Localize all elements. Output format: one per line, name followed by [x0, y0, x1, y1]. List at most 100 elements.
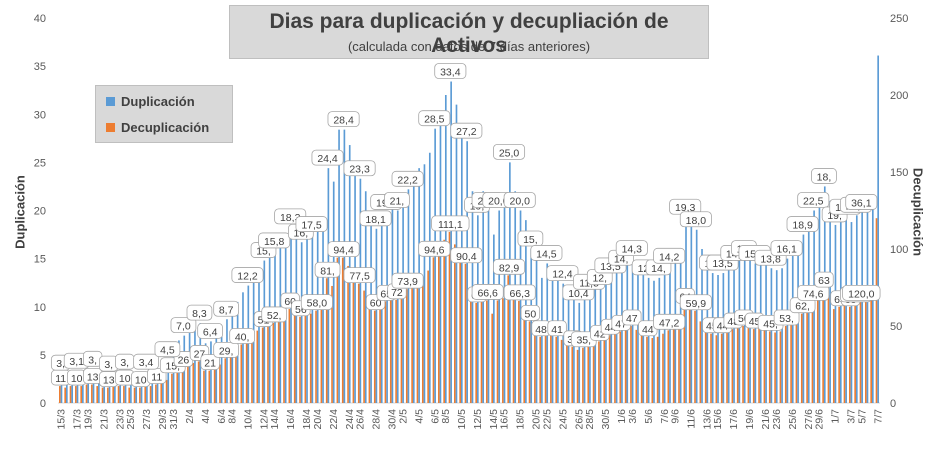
data-label-duplicacion: 13,8 — [760, 253, 781, 265]
bar-decuplicacion — [80, 386, 83, 403]
bar-decuplicacion — [357, 283, 360, 403]
data-label-duplicacion-box — [418, 110, 451, 127]
bar-duplicacion — [332, 181, 335, 403]
bar-decuplicacion — [283, 316, 285, 403]
data-label-decuplicacion: 73,9 — [397, 276, 418, 288]
data-label-decuplicacion-box — [493, 258, 526, 275]
data-label-duplicacion: 24,4 — [317, 153, 338, 165]
data-label-decuplicacion-box — [503, 284, 536, 301]
bar-decuplicacion — [779, 331, 782, 403]
data-label-duplicacion: 28,5 — [424, 114, 445, 126]
x-tick-label: 8/5 — [440, 409, 452, 424]
data-label-decuplicacion: 65 — [380, 288, 392, 300]
bar-duplicacion — [850, 222, 853, 403]
bar-duplicacion — [791, 248, 794, 403]
data-label-decuplicacion: 13 — [87, 372, 99, 384]
x-tick-label: 20/4 — [312, 409, 324, 430]
bar-duplicacion — [503, 205, 506, 403]
bar-decuplicacion — [400, 295, 403, 403]
data-label-duplicacion-box — [653, 247, 686, 264]
bar-duplicacion — [343, 129, 346, 403]
y-left-tick-label: 35 — [34, 61, 46, 73]
bar-decuplicacion — [149, 386, 152, 403]
bar-decuplicacion — [373, 310, 376, 403]
bar-decuplicacion — [155, 384, 157, 403]
data-label-decuplicacion: 94,6 — [424, 244, 445, 256]
bar-duplicacion — [434, 128, 436, 403]
bar-decuplicacion — [806, 306, 808, 403]
data-label-duplicacion-box — [434, 63, 467, 79]
data-label-duplicacion-box — [450, 122, 483, 139]
bar-duplicacion — [306, 235, 308, 403]
data-label-duplicacion: 14,3 — [622, 244, 643, 256]
bar-decuplicacion — [347, 265, 349, 403]
bar-decuplicacion — [715, 335, 718, 403]
data-label-decuplicacion: 111,1 — [438, 219, 463, 231]
y-right-tick-label: 50 — [890, 321, 902, 333]
bar-decuplicacion — [187, 364, 189, 403]
bar-duplicacion — [861, 212, 863, 403]
y-axis-left-label: Duplicación — [12, 175, 28, 249]
bar-decuplicacion — [827, 295, 830, 403]
bar-decuplicacion — [614, 333, 616, 403]
data-label-duplicacion: 14, — [651, 263, 666, 275]
bar-duplicacion — [450, 81, 452, 404]
y-left-tick-label: 20 — [34, 206, 46, 218]
data-label-duplicacion: 14,5 — [536, 248, 557, 260]
bar-duplicacion — [172, 347, 175, 403]
bar-duplicacion — [364, 191, 367, 403]
data-label-decuplicacion-box — [653, 313, 686, 330]
legend-label-decuplicacion: Decuplicación — [121, 120, 210, 135]
bar-decuplicacion — [395, 299, 397, 403]
bar-decuplicacion — [736, 325, 739, 403]
bar-decuplicacion — [203, 370, 205, 403]
data-label-decuplicacion: 44 — [642, 324, 654, 336]
bar-decuplicacion — [112, 386, 115, 403]
data-label-decuplicacion-box — [797, 284, 830, 301]
data-label-duplicacion: 15,8 — [264, 236, 285, 248]
bar-decuplicacion — [256, 330, 259, 403]
data-label-duplicacion-box — [770, 240, 803, 257]
bar-decuplicacion — [341, 257, 344, 403]
bar-duplicacion — [407, 189, 410, 403]
bar-duplicacion — [402, 200, 404, 403]
data-label-duplicacion: 12, — [592, 273, 607, 285]
bar-duplicacion — [439, 114, 442, 403]
bar-decuplicacion — [267, 324, 269, 403]
bar-duplicacion — [802, 234, 805, 403]
bar-duplicacion — [188, 330, 191, 403]
bar-duplicacion — [108, 374, 111, 403]
data-label-duplicacion-box — [359, 210, 392, 227]
bar-decuplicacion — [245, 341, 248, 403]
bar-decuplicacion — [752, 329, 755, 403]
bar-duplicacion — [135, 375, 138, 403]
bar-duplicacion — [706, 270, 709, 403]
bar-decuplicacion — [832, 309, 835, 403]
bar-decuplicacion — [811, 301, 814, 403]
y-right-tick-label: 250 — [890, 13, 908, 25]
bar-decuplicacion — [848, 306, 851, 403]
data-label-duplicacion-box — [133, 353, 159, 370]
bar-duplicacion — [663, 273, 666, 403]
x-tick-label: 8/4 — [226, 409, 238, 424]
bar-duplicacion — [130, 374, 132, 403]
bar-duplicacion — [583, 299, 586, 403]
bar-decuplicacion — [768, 331, 771, 403]
data-label-decuplicacion-box — [229, 328, 255, 344]
data-label-duplicacion: 23,3 — [349, 164, 370, 176]
bar-decuplicacion — [747, 326, 750, 403]
data-label-decuplicacion: 27 — [194, 348, 206, 360]
data-label-duplicacion: 3, — [120, 357, 129, 369]
x-tick-label: 30/4 — [387, 409, 399, 430]
bar-duplicacion — [786, 258, 789, 403]
data-label-decuplicacion-box — [261, 306, 288, 323]
data-label-decuplicacion: 44 — [605, 322, 617, 334]
bar-duplicacion — [754, 263, 757, 403]
data-label-duplicacion: 19,3 — [675, 202, 696, 214]
bar-decuplicacion — [160, 382, 163, 403]
data-label-decuplicacion: 48 — [727, 316, 739, 328]
data-label-duplicacion-box — [493, 143, 526, 160]
bar-duplicacion — [610, 275, 613, 403]
bar-decuplicacion — [603, 339, 606, 403]
bar-decuplicacion — [421, 276, 424, 403]
